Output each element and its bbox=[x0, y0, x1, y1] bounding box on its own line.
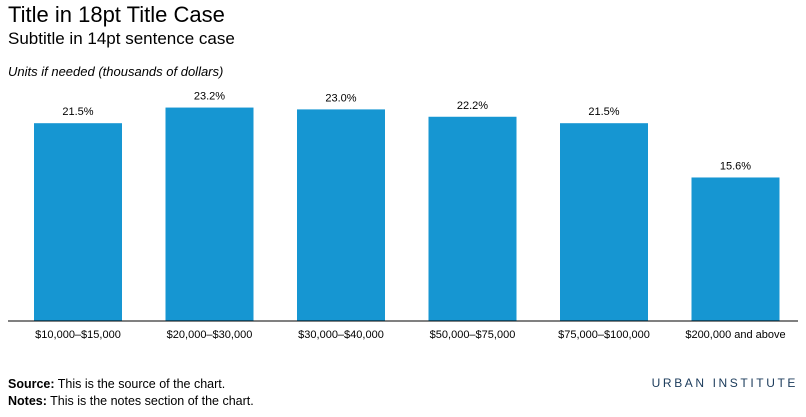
bar bbox=[165, 107, 254, 321]
units-label: Units if needed (thousands of dollars) bbox=[8, 64, 224, 79]
chart-title: Title in 18pt Title Case bbox=[8, 2, 225, 27]
bar-value-label: 21.5% bbox=[588, 106, 619, 118]
bar-value-label: 23.0% bbox=[325, 92, 356, 104]
x-tick-label: $30,000–$40,000 bbox=[298, 329, 384, 341]
x-tick-label: $20,000–$30,000 bbox=[167, 329, 253, 341]
x-tick-label: $75,000–$100,000 bbox=[558, 329, 650, 341]
bar-value-label: 22.2% bbox=[457, 100, 488, 112]
chart-footer: Source: This is the source of the chart.… bbox=[8, 376, 254, 410]
source-text: This is the source of the chart. bbox=[57, 377, 226, 391]
source-line: Source: This is the source of the chart. bbox=[8, 376, 254, 393]
x-tick-label: $200,000 and above bbox=[685, 329, 785, 341]
bar bbox=[428, 116, 517, 321]
notes-line: Notes: This is the notes section of the … bbox=[8, 393, 254, 410]
bar bbox=[297, 109, 385, 322]
chart-subtitle: Subtitle in 14pt sentence case bbox=[8, 29, 235, 48]
x-tick-label: $10,000–$15,000 bbox=[35, 329, 121, 341]
brand-logo-text: URBAN INSTITUTE bbox=[651, 376, 798, 390]
bar bbox=[560, 123, 648, 321]
bar-value-label: 15.6% bbox=[720, 160, 751, 172]
notes-text: This is the notes section of the chart. bbox=[50, 394, 254, 408]
notes-label: Notes: bbox=[8, 394, 47, 408]
bar-value-label: 21.5% bbox=[62, 106, 93, 118]
bar bbox=[691, 177, 780, 321]
x-tick-label: $50,000–$75,000 bbox=[430, 329, 516, 341]
source-label: Source: bbox=[8, 377, 55, 391]
bar bbox=[34, 123, 122, 321]
bar-value-label: 23.2% bbox=[194, 91, 225, 103]
